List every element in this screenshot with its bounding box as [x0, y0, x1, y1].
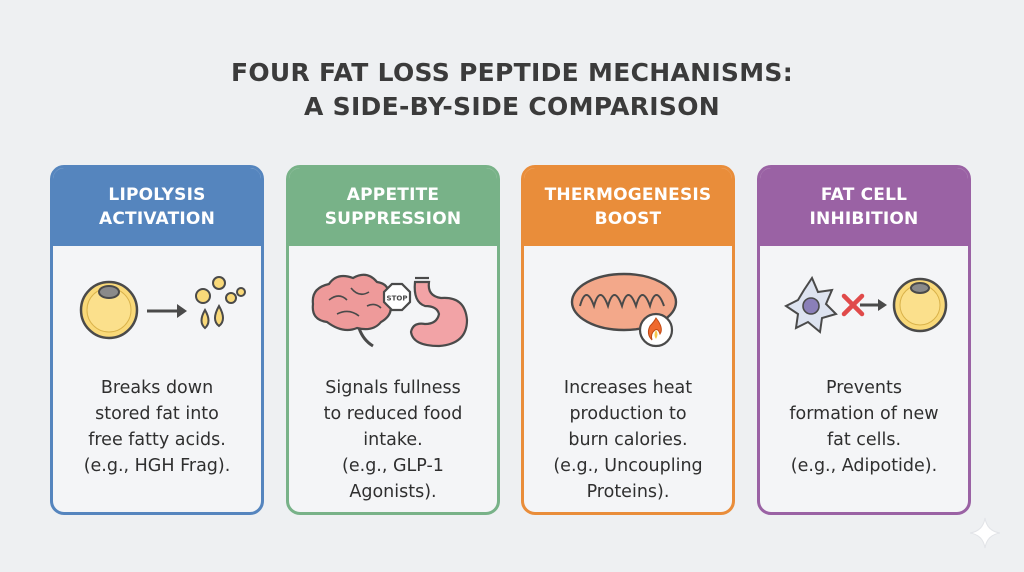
page-title: FOUR FAT LOSS PEPTIDE MECHANISMS: A SIDE… — [0, 56, 1024, 124]
description-line: (e.g., GLP-1 — [342, 456, 444, 476]
card-lipolysis-activation: LIPOLYSIS ACTIVATION Breaks down stored … — [50, 165, 264, 515]
description-line: formation of new — [789, 404, 939, 424]
card-description: Increases heat production to burn calori… — [524, 375, 732, 505]
description-line: stored fat into — [95, 404, 219, 424]
description-line: Agonists). — [349, 482, 437, 502]
description-line: production to — [569, 404, 687, 424]
card-header-line-2: INHIBITION — [809, 209, 919, 229]
description-line: burn calories. — [568, 430, 688, 450]
description-line: intake. — [363, 430, 423, 450]
description-line: (e.g., Uncoupling — [553, 456, 703, 476]
description-line: Signals fullness — [325, 378, 461, 398]
card-header-line-2: BOOST — [594, 209, 662, 229]
card-description: Signals fullness to reduced food intake.… — [289, 375, 497, 505]
description-line: free fatty acids. — [88, 430, 226, 450]
card-thermogenesis-boost: THERMOGENESIS BOOST Increases heat produ… — [521, 165, 735, 515]
description-line: Increases heat — [563, 378, 693, 398]
mitochondria-flame-icon — [570, 272, 678, 348]
fat-cell-releasing-droplets-icon — [79, 276, 246, 340]
card-header-line-1: LIPOLYSIS — [108, 185, 206, 205]
description-line: (e.g., HGH Frag). — [83, 456, 231, 476]
description-line: fat cells. — [826, 430, 902, 450]
card-header-line-2: SUPPRESSION — [324, 209, 462, 229]
stem-cell-blocked-fat-cell-icon — [784, 275, 948, 334]
card-fat-cell-inhibition: FAT CELL INHIBITION Prevents formation o… — [757, 165, 971, 515]
title-line-2: A SIDE-BY-SIDE COMPARISON — [304, 92, 720, 121]
sparkle-icon — [969, 517, 1001, 549]
card-header: LIPOLYSIS ACTIVATION — [53, 168, 261, 246]
card-header-line-2: ACTIVATION — [99, 209, 215, 229]
card-description: Prevents formation of new fat cells. (e.… — [760, 375, 968, 479]
card-header: APPETITE SUPPRESSION — [289, 168, 497, 246]
card-header-line-1: THERMOGENESIS — [544, 185, 712, 205]
card-header: THERMOGENESIS BOOST — [524, 168, 732, 246]
description-line: Prevents — [825, 378, 902, 398]
card-description: Breaks down stored fat into free fatty a… — [53, 375, 261, 479]
title-line-1: FOUR FAT LOSS PEPTIDE MECHANISMS: — [230, 58, 794, 87]
description-line: to reduced food — [323, 404, 463, 424]
card-header-line-1: APPETITE — [346, 185, 440, 205]
card-header: FAT CELL INHIBITION — [760, 168, 968, 246]
description-line: Proteins). — [586, 482, 670, 502]
stop-sign-label: STOP — [387, 295, 408, 303]
description-line: Breaks down — [100, 378, 214, 398]
description-line: (e.g., Adipotide). — [790, 456, 938, 476]
card-appetite-suppression: APPETITE SUPPRESSION STOP Signals fullne… — [286, 165, 500, 515]
brain-stop-stomach-icon: STOP — [311, 273, 469, 348]
card-header-line-1: FAT CELL — [820, 185, 908, 205]
